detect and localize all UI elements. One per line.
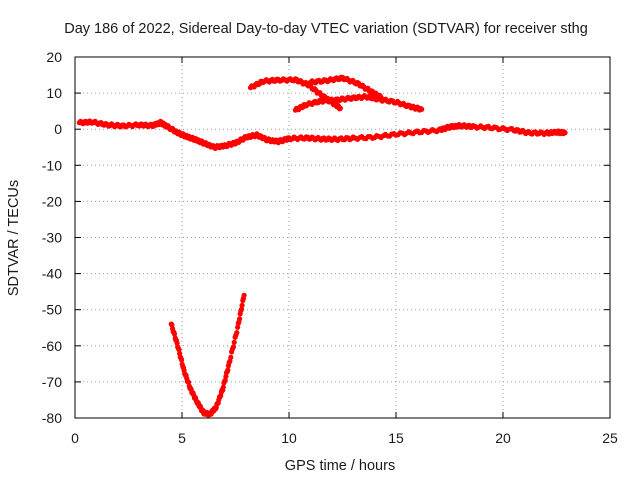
y-tick-label: -30	[42, 230, 62, 246]
x-tick-labels: 0 5 10 15 20 25	[71, 430, 618, 446]
x-tick-label: 20	[495, 430, 511, 446]
x-tick-label: 0	[71, 430, 79, 446]
y-tick-label: -60	[42, 338, 62, 354]
y-tick-label: 0	[54, 121, 62, 137]
chart-title: Day 186 of 2022, Sidereal Day-to-day VTE…	[64, 21, 588, 37]
x-tick-label: 10	[281, 430, 297, 446]
data-point	[239, 302, 245, 308]
x-tick-label: 15	[388, 430, 404, 446]
y-tick-label: -10	[42, 157, 62, 173]
data-point	[179, 357, 185, 363]
y-tick-label: -40	[42, 266, 62, 282]
series-dip-arc	[168, 292, 247, 418]
data-point	[337, 105, 343, 111]
data-point	[230, 344, 236, 350]
data-point	[228, 354, 234, 360]
data-point	[562, 130, 568, 136]
data-point	[176, 347, 182, 353]
x-tick-label: 5	[178, 430, 186, 446]
data-point	[419, 106, 425, 112]
data-point	[231, 339, 237, 345]
data-point	[225, 367, 231, 373]
y-axis-label: SDTVAR / TECUs	[6, 180, 22, 296]
x-axis-label: GPS time / hours	[285, 458, 395, 474]
series-layer	[76, 74, 568, 418]
data-point	[238, 306, 245, 312]
y-tick-label: -50	[42, 302, 62, 318]
y-tick-label: -80	[42, 410, 62, 426]
data-point	[237, 316, 243, 322]
series-upper-arc-b	[292, 93, 425, 113]
data-point	[174, 340, 180, 346]
data-point	[241, 292, 247, 298]
series-main-trace	[76, 118, 568, 151]
y-tick-label: -20	[42, 193, 62, 209]
data-point	[220, 384, 226, 390]
y-tick-label: -70	[42, 374, 62, 390]
tick-marks	[74, 56, 611, 419]
grid-lines	[75, 57, 610, 418]
x-tick-label: 25	[602, 430, 618, 446]
data-point	[171, 331, 178, 337]
data-point	[234, 330, 240, 336]
data-point	[378, 94, 384, 100]
y-tick-label: 20	[46, 49, 62, 65]
series-upper-arc-c	[307, 74, 384, 100]
y-tick-labels: 20 10 0 -10 -20 -30 -40 -50 -60 -70 -80	[42, 49, 62, 426]
data-point	[235, 324, 241, 330]
y-tick-label: 10	[46, 85, 62, 101]
